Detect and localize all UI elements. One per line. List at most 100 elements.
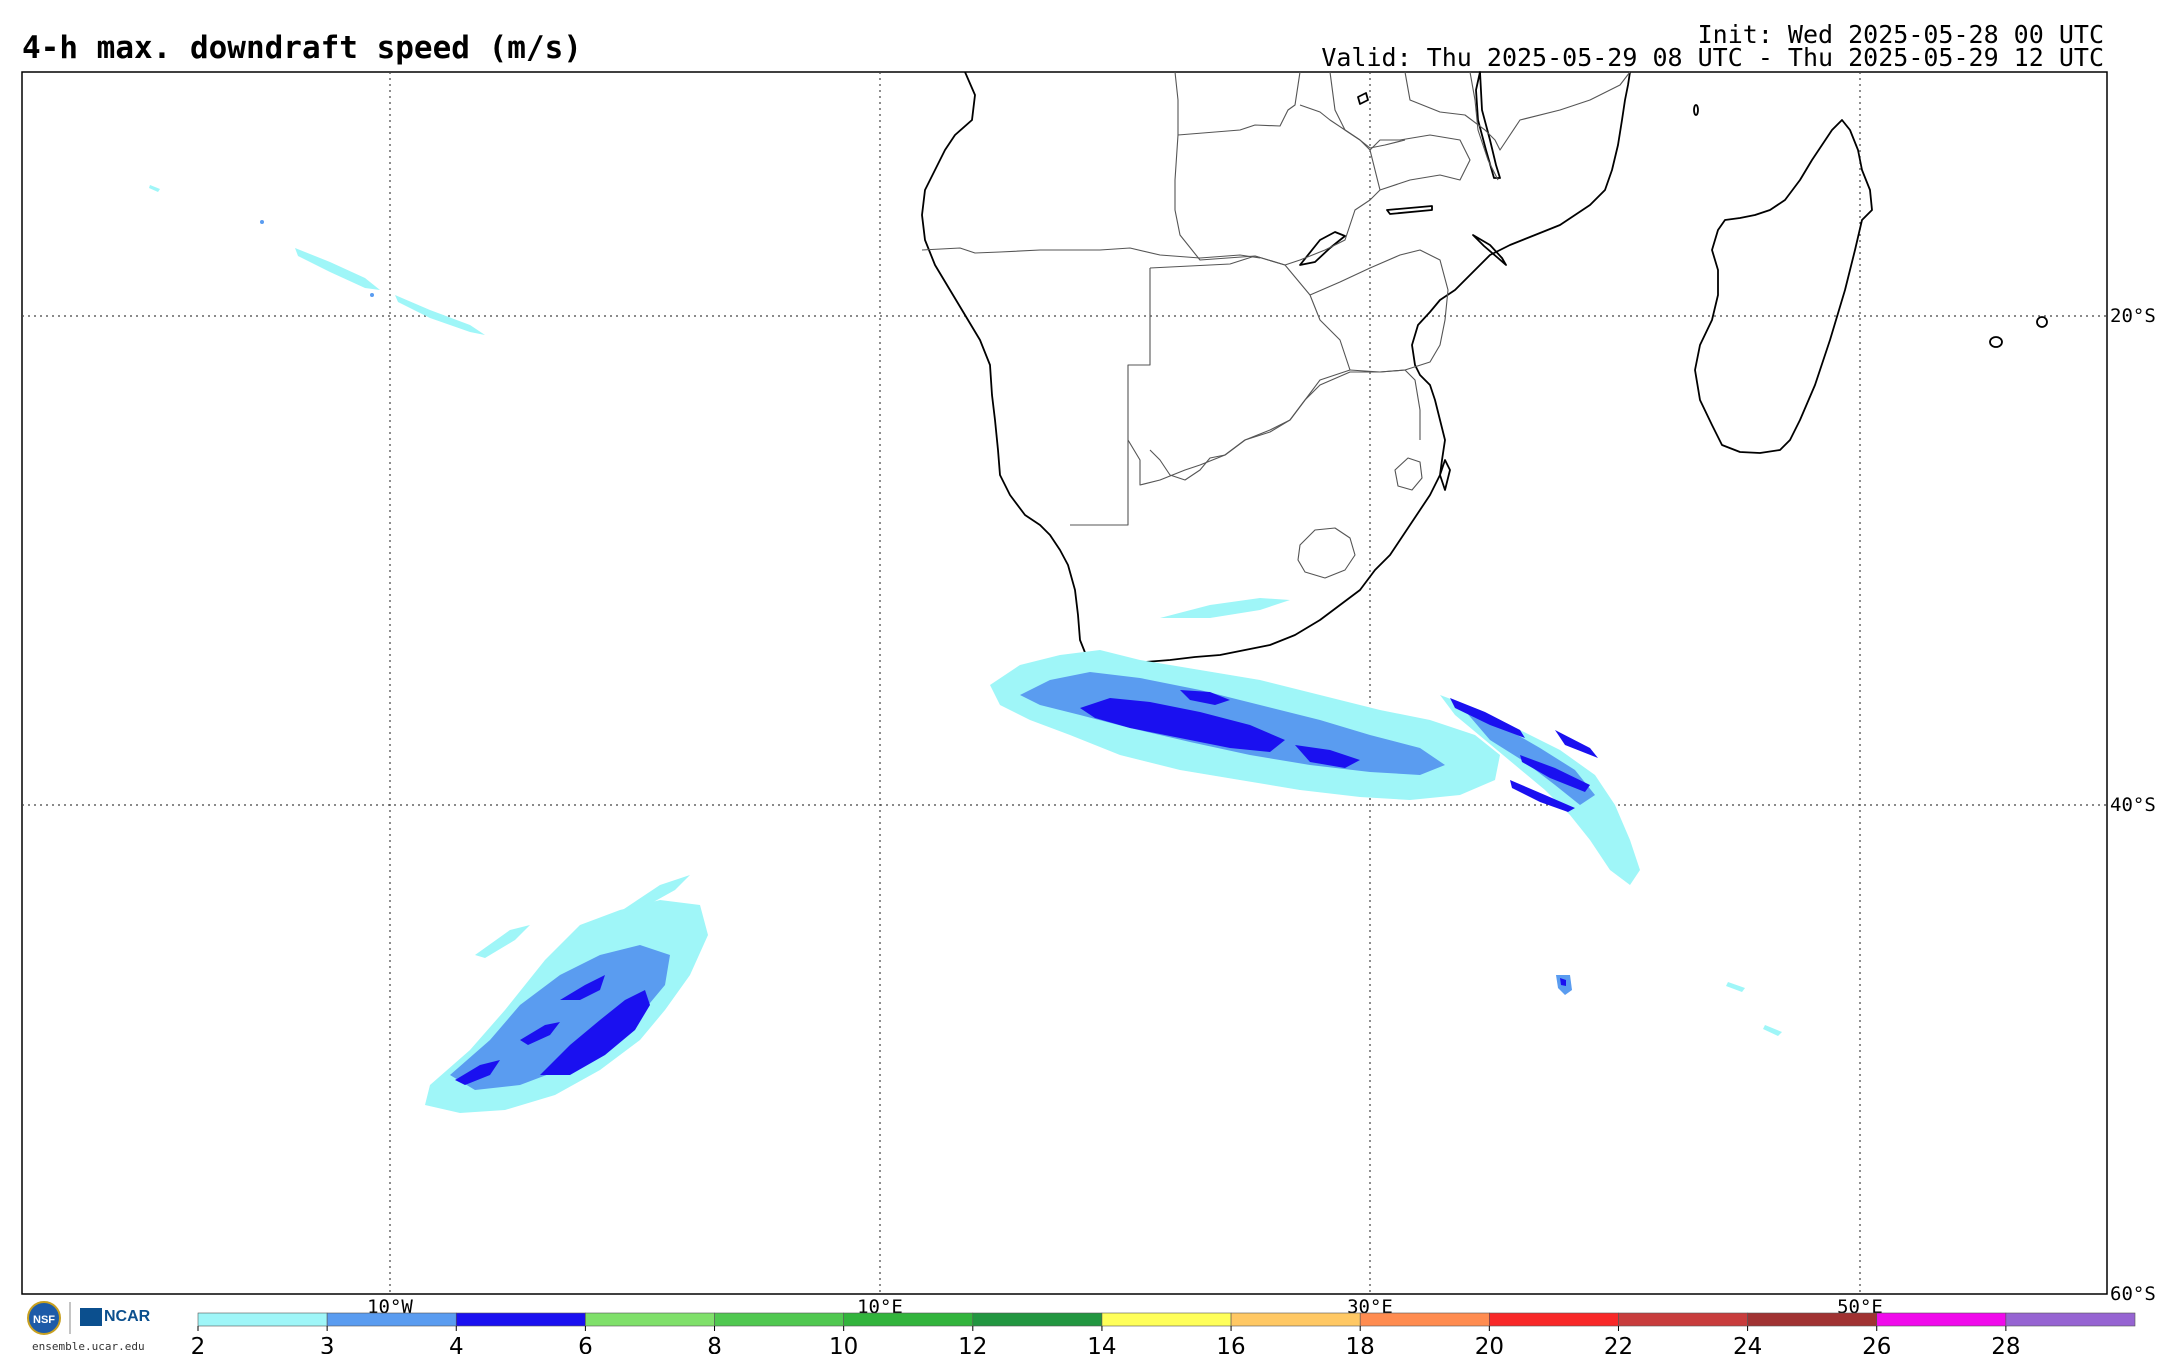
colorbar-swatch <box>714 1312 844 1327</box>
colorbar-swatch <box>1230 1312 1361 1327</box>
shade-nw-1 <box>295 248 380 290</box>
colorbar-tick-label: 24 <box>1733 1334 1762 1354</box>
border-eswatini <box>1394 457 1423 491</box>
downdraft-cell-cape <box>990 598 1500 800</box>
nsf-logo-text: NSF <box>33 1314 55 1326</box>
shade-4-6a <box>1450 698 1525 738</box>
border-namibia-east <box>1070 268 1151 526</box>
colorbar-tick-label: 6 <box>578 1334 593 1354</box>
border-mozambique-north <box>1369 134 1471 191</box>
map-title: 4-h max. downdraft speed (m/s) <box>22 30 582 66</box>
colorbar-swatch <box>1747 1312 1878 1327</box>
colorbar-swatch <box>843 1312 974 1327</box>
border-malawi <box>1469 71 1499 181</box>
ncar-logo-mark <box>80 1308 102 1326</box>
shade-small-cell-core <box>1560 978 1566 986</box>
init-time: Init: Wed 2025-05-28 00 UTC <box>1697 20 2104 49</box>
border-drc-east <box>1329 71 1406 149</box>
shade-nw-3 <box>149 185 160 192</box>
shade-4-6b <box>1295 745 1360 768</box>
border-tanzania <box>1404 71 1631 151</box>
lake-tanganyika <box>1386 205 1433 215</box>
colorbar-swatch <box>585 1312 715 1327</box>
shade-4-6b <box>560 975 605 1000</box>
island-comoros <box>1693 104 1699 116</box>
lon-label-10w: 10°W <box>367 1296 413 1318</box>
island-mauritius <box>1989 336 2003 348</box>
border-lesotho <box>1297 527 1356 579</box>
lat-label-20s: 20°S <box>2110 305 2156 327</box>
colorbar-swatch <box>1618 1312 1748 1327</box>
ncar-logo-text: NCAR <box>104 1308 151 1325</box>
colorbar-swatch <box>326 1312 457 1327</box>
colorbar-swatch <box>2005 1312 2136 1327</box>
colorbar-tick-label: 4 <box>449 1334 464 1354</box>
colorbar-tick-label: 26 <box>1862 1334 1891 1354</box>
madagascar-coastline <box>1694 119 1873 454</box>
lat-labels: 20°S 40°S 60°S <box>2110 305 2156 1305</box>
shade-3-4 <box>450 945 670 1090</box>
shade-coast-streak <box>1160 598 1290 618</box>
border-angola-south <box>921 247 1261 259</box>
shade-streak-1 <box>615 875 690 915</box>
country-borders <box>921 71 1631 579</box>
colorbar-tick-label: 22 <box>1604 1334 1633 1354</box>
colorbar-tick-label: 12 <box>958 1334 987 1354</box>
colorbar-tick-label: 8 <box>707 1334 722 1354</box>
colorbar-swatch <box>1489 1312 1619 1327</box>
shade-4-6a <box>540 990 650 1075</box>
lake-kariba <box>1299 231 1346 266</box>
map-frame <box>21 71 2108 1295</box>
nsf-logo: NSF <box>27 1301 61 1335</box>
nsf-logo-circle <box>27 1301 61 1335</box>
colorbar-tick-label: 10 <box>829 1334 858 1354</box>
lon-label-10e: 10°E <box>857 1296 903 1318</box>
downdraft-cell-south-atlantic <box>425 875 708 1113</box>
shade-far-streak <box>1726 982 1745 992</box>
colorbar-tick-label: 20 <box>1475 1334 1504 1354</box>
lat-label-40s: 40°S <box>2110 794 2156 816</box>
colorbar-swatch <box>197 1312 328 1327</box>
shade-4-6c <box>1510 780 1575 812</box>
downdraft-cell-northwest <box>149 185 485 335</box>
colorbar: 2 3 4 6 8 10 12 14 16 18 20 22 24 26 28 <box>191 1312 2136 1354</box>
shade-4-6c <box>1180 690 1230 705</box>
lake-volta <box>1472 234 1507 266</box>
downdraft-field <box>149 185 1782 1113</box>
shade-nw-dot <box>260 220 264 224</box>
africa-coastline <box>921 71 1631 673</box>
island-reunion <box>2036 316 2048 328</box>
shade-4-6a <box>1080 698 1285 752</box>
border-south-africa <box>1127 369 1421 486</box>
shade-4-6d <box>520 1022 560 1045</box>
colorbar-swatch <box>455 1312 586 1327</box>
shade-nw-2 <box>395 295 485 335</box>
colorbar-swatch <box>1359 1312 1490 1327</box>
lake-victoria <box>1357 92 1369 105</box>
lat-label-60s: 60°S <box>2110 1283 2156 1305</box>
colorbar-tick-label: 18 <box>1346 1334 1375 1354</box>
colorbar-tick-label: 3 <box>320 1334 335 1354</box>
lon-label-50e: 50°E <box>1837 1296 1883 1318</box>
colorbar-swatch <box>1876 1312 2007 1327</box>
site-url: ensemble.ucar.edu <box>32 1340 145 1353</box>
shade-nw-dot-2 <box>370 293 374 297</box>
colorbar-tick-label: 2 <box>191 1334 206 1354</box>
shade-streak-2 <box>475 925 530 958</box>
shade-4-6c <box>455 1060 500 1085</box>
shade-4-6b <box>1520 755 1590 792</box>
lon-labels: 10°W 10°E 30°E 50°E <box>367 1296 1883 1318</box>
colorbar-tick-label: 16 <box>1216 1334 1245 1354</box>
shade-far-streak-2 <box>1763 1025 1782 1036</box>
shade-4-6d <box>1555 730 1598 758</box>
lon-label-30e: 30°E <box>1347 1296 1393 1318</box>
colorbar-swatch <box>972 1312 1103 1327</box>
shade-2-3 <box>1440 695 1640 885</box>
border-angola-east <box>1174 71 1301 136</box>
colorbar-tick-label: 14 <box>1087 1334 1116 1354</box>
downdraft-cell-southeast <box>1440 695 1782 1036</box>
colorbar-tick-label: 28 <box>1991 1334 2020 1354</box>
valid-time: Valid: Thu 2025-05-29 08 UTC - Thu 2025-… <box>1321 43 2104 72</box>
colorbar-swatch <box>1101 1312 1232 1327</box>
